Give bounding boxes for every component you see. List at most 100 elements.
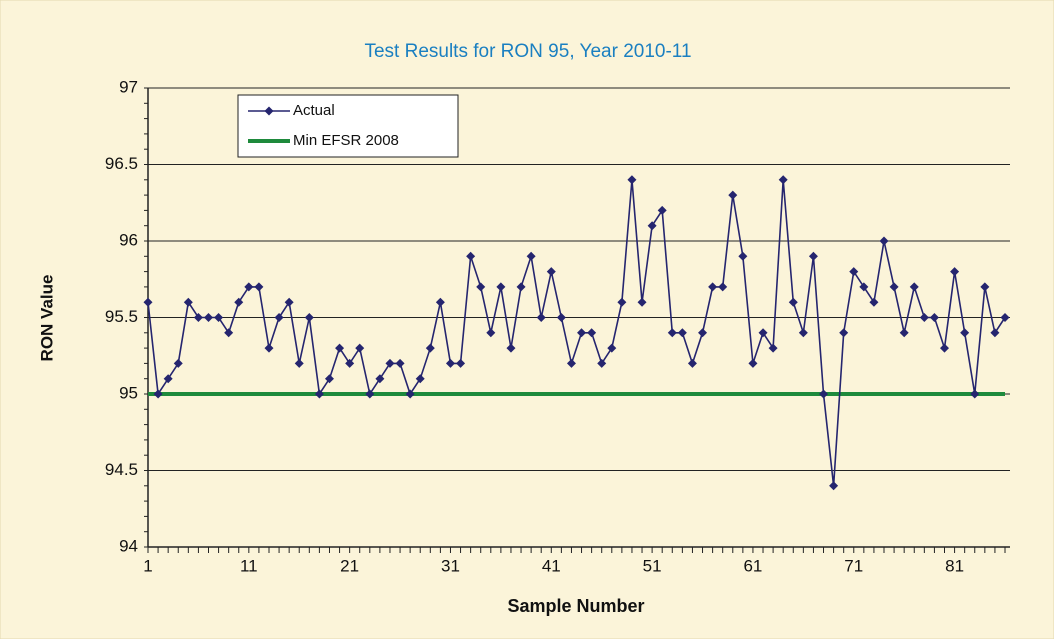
data-point <box>687 358 697 368</box>
data-point <box>950 267 960 277</box>
data-point <box>304 313 314 322</box>
chart-title: Test Results for RON 95, Year 2010-11 <box>364 41 691 62</box>
plot-area <box>143 175 1010 491</box>
data-point <box>819 389 829 399</box>
data-point <box>264 343 274 353</box>
data-point <box>768 343 778 353</box>
data-point <box>708 282 718 292</box>
data-point <box>445 358 455 368</box>
data-point <box>587 328 597 338</box>
data-point <box>607 343 617 353</box>
data-point <box>788 297 798 307</box>
data-point <box>496 282 506 292</box>
data-point <box>324 374 334 384</box>
data-point <box>284 297 294 307</box>
data-point <box>627 175 637 185</box>
x-tick-label: 71 <box>844 556 863 575</box>
data-point <box>546 267 556 277</box>
data-point <box>456 358 466 368</box>
data-point <box>929 313 939 322</box>
data-point <box>718 282 728 292</box>
data-point <box>899 328 909 338</box>
data-point <box>254 282 264 292</box>
data-point <box>919 313 929 322</box>
data-point <box>143 297 153 307</box>
data-point <box>173 358 183 368</box>
data-point <box>748 358 758 368</box>
data-point <box>940 343 950 353</box>
data-point <box>244 282 254 292</box>
data-point <box>869 297 879 307</box>
data-point <box>415 374 425 384</box>
data-point <box>345 358 355 368</box>
data-point <box>728 190 738 200</box>
data-point <box>395 358 405 368</box>
x-tick-label: 1 <box>143 556 152 575</box>
y-tick-label: 95 <box>119 383 138 402</box>
data-point <box>597 358 607 368</box>
legend-label: Min EFSR 2008 <box>293 132 399 149</box>
data-point <box>476 282 486 292</box>
data-point <box>294 358 304 368</box>
data-point <box>849 267 859 277</box>
data-point <box>355 343 365 353</box>
legend-box <box>237 94 459 158</box>
data-point <box>486 328 496 338</box>
data-point <box>526 251 536 261</box>
data-point <box>536 313 546 322</box>
data-point <box>808 251 818 261</box>
data-point <box>365 389 375 399</box>
x-tick-label: 61 <box>743 556 762 575</box>
y-tick-label: 94 <box>119 536 138 555</box>
x-tick-label: 21 <box>340 556 359 575</box>
x-tick-label: 31 <box>441 556 460 575</box>
data-point <box>980 282 990 292</box>
data-point <box>425 343 435 353</box>
data-point <box>224 328 234 338</box>
y-axis-label: RON Value <box>37 275 56 362</box>
data-point <box>839 328 849 338</box>
data-point <box>617 297 627 307</box>
data-point <box>234 297 244 307</box>
data-point <box>667 328 677 338</box>
y-tick-label: 95.5 <box>105 307 138 326</box>
data-point <box>647 221 657 231</box>
data-point <box>909 282 919 292</box>
data-point <box>970 389 980 399</box>
data-point <box>566 358 576 368</box>
y-tick-label: 96 <box>119 230 138 249</box>
data-point <box>738 251 748 261</box>
data-point <box>778 175 788 185</box>
data-point <box>758 328 768 338</box>
data-point <box>577 328 587 338</box>
y-tick-label: 96.5 <box>105 154 138 173</box>
data-point <box>556 313 566 322</box>
data-point <box>1000 313 1010 322</box>
x-tick-label: 41 <box>542 556 561 575</box>
data-point <box>677 328 687 338</box>
data-point <box>516 282 526 292</box>
data-point <box>466 251 476 261</box>
y-tick-label: 97 <box>119 77 138 96</box>
data-point <box>193 313 203 322</box>
data-point <box>960 328 970 338</box>
x-tick-label: 81 <box>945 556 964 575</box>
y-tick-label: 94.5 <box>105 460 138 479</box>
data-point <box>203 313 213 322</box>
data-point <box>214 313 224 322</box>
data-point <box>385 358 395 368</box>
data-point <box>375 374 385 384</box>
legend-marker <box>264 106 274 116</box>
data-point <box>829 481 839 491</box>
data-point <box>879 236 889 246</box>
data-point <box>163 374 173 384</box>
data-point <box>183 297 193 307</box>
x-tick-label: 11 <box>240 556 258 575</box>
data-point <box>637 297 647 307</box>
data-point <box>314 389 324 399</box>
data-point <box>798 328 808 338</box>
data-point <box>405 389 415 399</box>
